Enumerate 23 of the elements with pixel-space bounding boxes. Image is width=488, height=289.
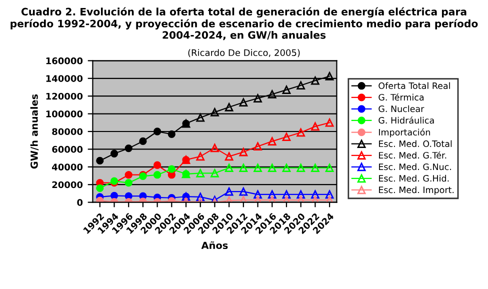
y-tick-label: 0: [77, 199, 83, 206]
legend-label: G. Nuclear: [378, 105, 424, 112]
legend-label: Esc. Med. G.Nuc.: [379, 163, 451, 170]
chart-subtitle: (Ricardo De Dicco, 2005): [188, 49, 300, 58]
legend-label: Importación: [379, 128, 430, 138]
legend-label: G. Hidráulica: [378, 116, 434, 124]
y-tick-label: 60000: [52, 146, 83, 153]
y-tick-label: 160000: [46, 57, 83, 64]
legend-label: Esc. Med. O.Total: [379, 140, 452, 148]
y-tick-label: 100000: [46, 110, 83, 118]
legend-label: Esc. Med. Import.: [379, 186, 454, 195]
legend-label: G. Térmica: [378, 93, 424, 101]
y-tick-label: 140000: [46, 75, 83, 82]
y-tick-label: 120000: [46, 92, 83, 100]
y-tick-label: 80000: [52, 128, 83, 136]
legend-label: Esc. Med. G.Hid.: [379, 174, 449, 182]
legend-label: Oferta Total Real: [378, 82, 450, 90]
legend-label: Esc. Med. G.Tér.: [379, 151, 446, 159]
chart-title: Cuadro 2. Evolución de la oferta total de generación de energía eléctrica para período 1992-2004, y proyección de escenario de crecimiento medio para período 2004-2024, en GW/h anuales: [10, 7, 478, 40]
y-tick-label: 20000: [52, 181, 83, 188]
x-axis-title: Años: [201, 241, 228, 250]
y-axis-title: GW/h anuales: [30, 94, 39, 169]
y-tick-label: 40000: [52, 164, 83, 170]
